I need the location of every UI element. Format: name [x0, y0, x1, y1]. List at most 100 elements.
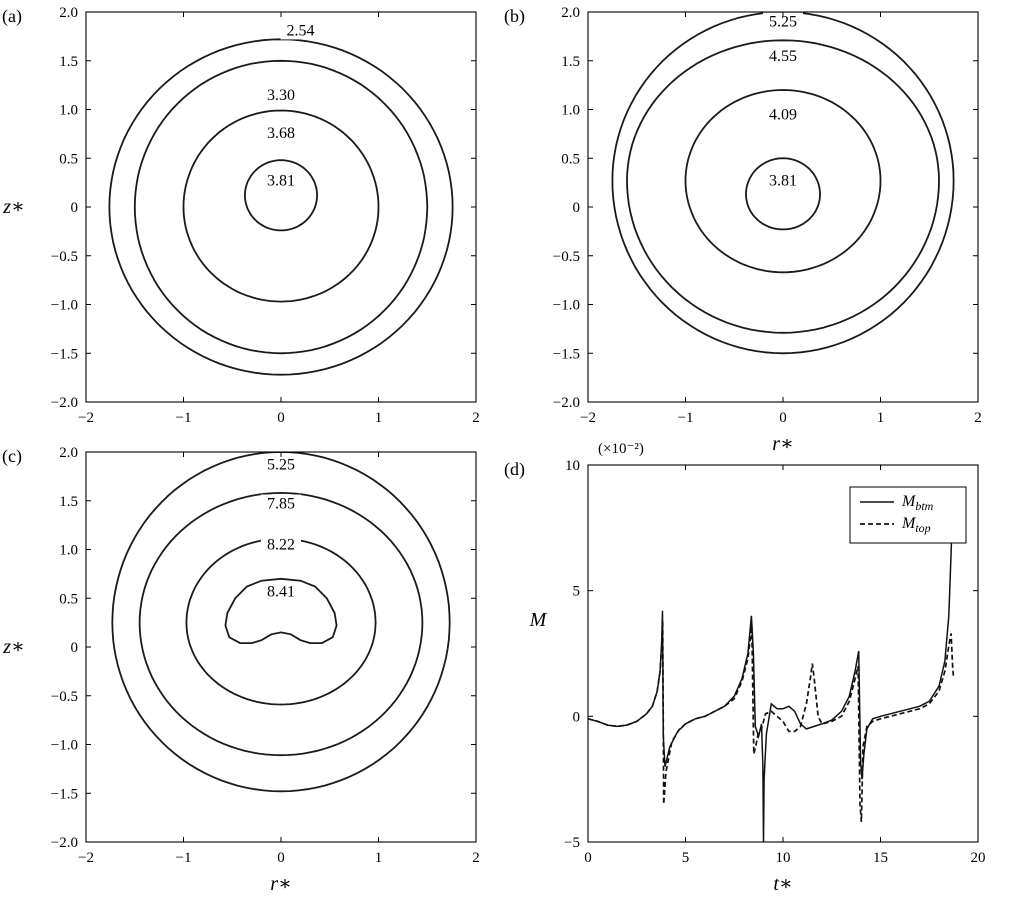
x-tick-label: 0 — [277, 410, 285, 426]
panel-label: (d) — [504, 459, 525, 480]
contour-label-bg — [763, 46, 803, 65]
x-tick-label: 20 — [971, 850, 986, 866]
y-tick-label: −1.0 — [51, 738, 78, 754]
y-tick-label: −5 — [564, 835, 580, 851]
x-tick-label: 2 — [472, 850, 480, 866]
contour-label-bg — [261, 535, 301, 554]
panel-label: (b) — [504, 6, 525, 27]
y-tick-label: 1.5 — [561, 54, 580, 70]
x-tick-label: −1 — [176, 410, 192, 426]
series-line-top — [588, 620, 955, 822]
contour-label: 8.22 — [267, 537, 295, 554]
contour-label: 5.25 — [769, 14, 797, 31]
legend-entry: Mtop — [901, 515, 931, 535]
x-tick-label: −2 — [580, 410, 596, 426]
contour-line — [182, 109, 380, 303]
contour-line — [243, 159, 319, 232]
plot-frame — [85, 11, 477, 403]
contour-line — [224, 577, 338, 644]
legend-box — [849, 486, 967, 544]
y-tick-label: 0.5 — [59, 591, 78, 607]
x-tick-label: 5 — [682, 850, 690, 866]
panel-label: (c) — [2, 446, 22, 467]
y-tick-label: −1.5 — [51, 786, 78, 802]
contour-line — [108, 38, 454, 376]
y-tick-label: 10 — [565, 458, 580, 474]
x-tick-label: −2 — [78, 850, 94, 866]
x-tick-label: 0 — [277, 850, 285, 866]
y-tick-label: 0.5 — [561, 151, 580, 167]
y-tick-label: −1.0 — [51, 298, 78, 314]
contour-label-bg — [763, 171, 803, 190]
x-tick-label: 0 — [584, 850, 592, 866]
contour-label-bg — [261, 494, 301, 513]
y-tick-label: 1.0 — [59, 543, 78, 559]
x-tick-label: −1 — [176, 850, 192, 866]
y-tick-label: 2.0 — [59, 5, 78, 21]
series-group — [588, 487, 955, 842]
contour-label: 3.30 — [267, 87, 295, 104]
contour-label: 4.09 — [769, 106, 797, 123]
y-tick-label: −2.0 — [553, 395, 580, 411]
y-tick-label: 1.5 — [59, 54, 78, 70]
x-tick-label: 2 — [472, 410, 480, 426]
contour-label: 8.41 — [267, 583, 295, 600]
contour-label: 5.25 — [267, 457, 295, 474]
y-tick-label: 0 — [573, 200, 581, 216]
contour-label-bg — [261, 123, 301, 142]
contour-line — [133, 59, 429, 355]
x-axis-label: r∗ — [270, 873, 291, 895]
x-tick-label: 2 — [974, 410, 982, 426]
y-tick-label: 1.5 — [59, 494, 78, 510]
contour-group — [108, 38, 454, 376]
y-tick-label: 0 — [573, 709, 581, 725]
y-tick-label: 1.0 — [59, 103, 78, 119]
x-tick-label: −2 — [78, 410, 94, 426]
y-axis-label: z∗ — [2, 636, 24, 658]
contour-label: 2.54 — [287, 22, 315, 39]
contour-group — [111, 452, 451, 793]
legend-sub: top — [915, 521, 930, 535]
y-tick-label: 1.0 — [561, 103, 580, 119]
y-axis-label: z∗ — [2, 196, 24, 218]
y-tick-label: −2.0 — [51, 395, 78, 411]
contour-label-bg — [261, 455, 301, 474]
y-tick-label: −1.0 — [553, 298, 580, 314]
y-tick-label: 0 — [71, 200, 79, 216]
contour-label-bg — [763, 105, 803, 124]
y-tick-label: −0.5 — [51, 689, 78, 705]
y-tick-label: 2.0 — [561, 5, 580, 21]
legend-name: M — [901, 515, 917, 532]
contour-label-bg — [763, 12, 803, 31]
x-tick-label: 1 — [375, 410, 383, 426]
contour-label: 3.81 — [769, 173, 797, 190]
panel-label: (a) — [2, 6, 22, 27]
legend-name: M — [901, 493, 917, 510]
contour-label: 3.68 — [267, 125, 295, 142]
x-tick-label: 10 — [776, 850, 791, 866]
y-tick-label: −1.5 — [553, 346, 580, 362]
y-tick-label: 5 — [573, 584, 581, 600]
x-tick-label: 1 — [877, 410, 885, 426]
contour-label-bg — [261, 582, 301, 601]
contour-line — [185, 537, 377, 706]
x-axis-label: t∗ — [773, 873, 792, 895]
y-tick-label: −0.5 — [553, 249, 580, 265]
contour-label-bg — [280, 21, 321, 40]
y-tick-label: 0.5 — [59, 151, 78, 167]
contour-label-bg — [261, 85, 301, 104]
panel-c: 5.25 7.85 8.22 8.41 −2 −1 0 1 2 −2.0 −1.5 −1.0 −0.5 0… — [2, 445, 480, 895]
contour-line — [745, 157, 821, 231]
contour-group — [611, 12, 955, 355]
contour-line — [611, 12, 955, 355]
contour-line — [626, 39, 940, 334]
y-tick-label: −2.0 — [51, 835, 78, 851]
contour-line — [138, 491, 424, 757]
contour-line — [684, 89, 882, 274]
y-axis-label: M — [529, 609, 548, 631]
panel-a: 2.54 3.30 3.68 3.81 −2 −1 0 1 2 −2.0 −1.5 −1.0 −0.5 0… — [2, 5, 480, 426]
y-tick-label: 0 — [71, 640, 79, 656]
contour-label: 3.81 — [267, 173, 295, 190]
